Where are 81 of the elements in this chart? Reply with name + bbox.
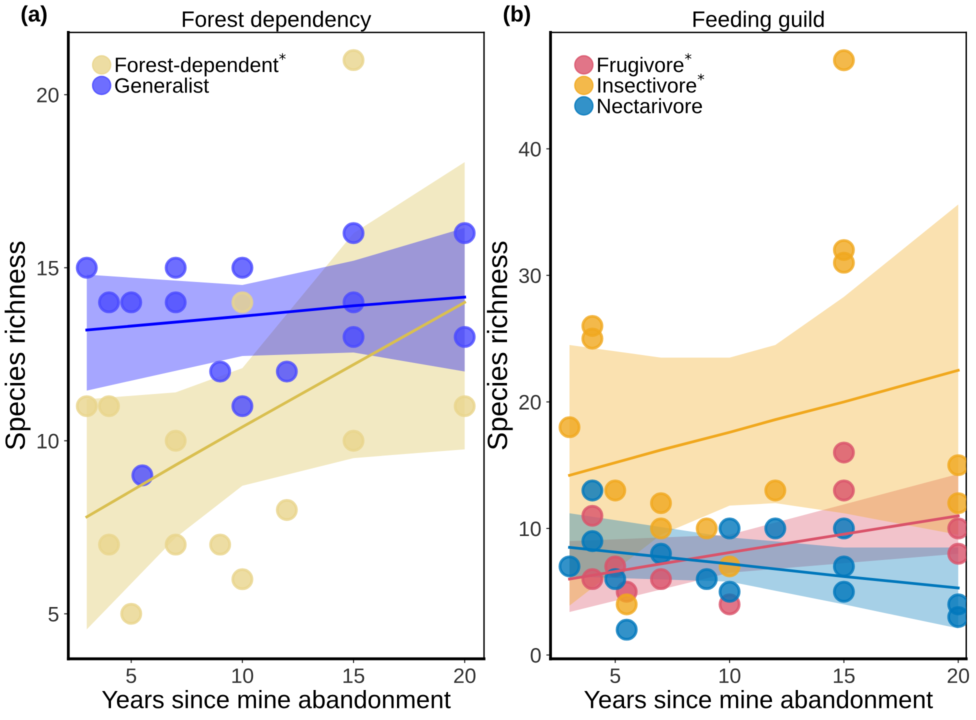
point — [454, 395, 476, 418]
point — [231, 291, 254, 314]
x-tick-label: 15 — [344, 668, 364, 684]
point — [231, 395, 254, 418]
point — [164, 291, 187, 314]
point — [558, 555, 580, 578]
y-tick-label: 10 — [38, 434, 58, 449]
point — [581, 504, 604, 527]
x-axis-title: Years since mine abandonment — [102, 690, 451, 708]
point — [616, 593, 638, 616]
y-tick-label: 20 — [519, 394, 541, 410]
y-tick-label: 0 — [530, 648, 541, 663]
point — [718, 580, 741, 603]
point — [98, 395, 120, 418]
legend-label: Nectarivore — [598, 98, 702, 114]
point — [581, 328, 604, 350]
legend-label: Forest-dependent$^{*}$ — [116, 53, 286, 76]
point — [718, 517, 741, 540]
point — [164, 534, 187, 556]
point — [342, 222, 364, 244]
point — [454, 326, 476, 348]
y-tick-label: 10 — [520, 521, 541, 536]
y-tick-label: 5 — [48, 607, 58, 622]
x-tick-label: 20 — [454, 668, 476, 684]
legend-label: Frugivore$^{*}$ — [598, 53, 692, 76]
point — [231, 256, 254, 279]
point — [650, 492, 672, 514]
point — [209, 534, 232, 556]
point — [342, 49, 364, 72]
y-tick-label: 15 — [38, 260, 58, 276]
text: (a) — [22, 5, 47, 26]
point — [98, 291, 120, 314]
x-tick-label: 15 — [834, 668, 855, 684]
y-axis-title: Species richness — [486, 242, 513, 450]
y-axis-title: Species richness — [4, 242, 31, 450]
point — [454, 222, 476, 244]
point — [231, 568, 254, 590]
x-tick-label: 10 — [720, 668, 740, 684]
point — [276, 360, 298, 383]
point — [832, 580, 855, 603]
y-tick-label: 40 — [518, 142, 541, 157]
line-series — [85, 300, 466, 518]
x-tick-label: 10 — [232, 668, 254, 684]
point — [342, 326, 364, 348]
point — [76, 395, 98, 418]
point — [764, 517, 786, 540]
point — [832, 252, 855, 274]
point — [76, 256, 98, 279]
point — [98, 534, 120, 556]
x-tick-label: 5 — [126, 668, 136, 684]
point — [581, 480, 604, 502]
y-tick-label: 20 — [37, 88, 58, 102]
x-axis-title: Years since mine abandonment — [584, 690, 933, 708]
point — [120, 291, 142, 314]
point — [581, 530, 604, 552]
point — [558, 416, 580, 438]
point — [604, 480, 626, 502]
point — [164, 256, 187, 279]
y-tick-label: 30 — [519, 268, 541, 284]
point — [650, 517, 672, 540]
point — [164, 430, 187, 452]
point — [276, 499, 298, 521]
chart-title: Feeding guild — [694, 10, 824, 32]
point — [696, 517, 718, 540]
point — [120, 602, 142, 625]
point — [650, 568, 672, 590]
point — [764, 480, 786, 502]
point — [832, 480, 855, 502]
legend-label: Generalist — [115, 78, 209, 93]
text: (b) — [504, 5, 530, 26]
point — [832, 555, 855, 578]
chart-title: Forest dependency — [182, 10, 372, 32]
x-tick-label: 20 — [948, 668, 970, 684]
x-tick-label: 5 — [610, 668, 620, 684]
point — [832, 442, 855, 464]
point — [209, 360, 232, 383]
line-series — [568, 368, 960, 477]
point — [832, 49, 855, 72]
point — [696, 568, 718, 590]
point — [342, 430, 364, 452]
point — [616, 618, 638, 641]
